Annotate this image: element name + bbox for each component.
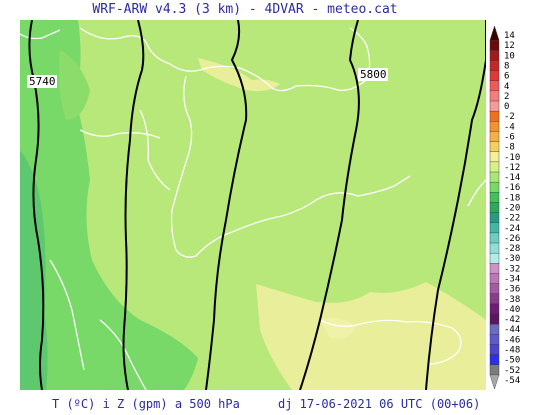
scale-swatch: [489, 252, 500, 264]
contour-label-5800: 5800: [360, 68, 387, 81]
scale-label: 2: [504, 92, 509, 102]
scale-label: 4: [504, 82, 509, 92]
scale-label: -36: [504, 285, 520, 295]
scale-label: -8: [504, 143, 515, 153]
scale-swatch: [489, 60, 500, 72]
scale-label: -52: [504, 366, 520, 376]
scale-label: -40: [504, 305, 520, 315]
contour-label-5740: 5740: [29, 75, 56, 88]
scale-swatch: [489, 364, 500, 376]
scale-label: -4: [504, 122, 515, 132]
contour-label-box-5800: [358, 68, 388, 81]
scale-label: -42: [504, 315, 520, 325]
scale-swatch: [489, 100, 500, 112]
scale-swatch: [489, 50, 500, 62]
warm-zone-south: [256, 282, 486, 390]
scale-label: -28: [504, 244, 520, 254]
scale-swatch: [489, 181, 500, 193]
scale-swatch: [489, 232, 500, 244]
scale-label: -44: [504, 325, 520, 335]
scale-swatch: [489, 374, 500, 389]
scale-swatch: [489, 222, 500, 234]
scale-swatch: [489, 202, 500, 214]
scale-swatch: [489, 161, 500, 173]
scale-label: -48: [504, 346, 520, 356]
scale-swatch: [489, 70, 500, 82]
scale-label: -30: [504, 254, 520, 264]
scale-label: -24: [504, 224, 520, 234]
scale-swatch: [489, 25, 500, 41]
scale-swatch: [489, 263, 500, 275]
scale-swatch: [489, 141, 500, 153]
scale-label: -6: [504, 133, 515, 143]
scale-swatch: [489, 354, 500, 366]
coldest-zone-west: [20, 150, 48, 390]
scale-swatch: [489, 313, 500, 325]
footer-date-label: dj 17-06-2021 06 UTC (00+06): [278, 397, 481, 411]
scale-swatch: [489, 242, 500, 254]
scale-swatch: [489, 303, 500, 315]
scale-label: -32: [504, 264, 520, 274]
scale-label: -16: [504, 183, 520, 193]
scale-swatch: [489, 212, 500, 224]
footer-variable-label: T (ºC) i Z (gpm) a 500 hPa: [52, 397, 240, 411]
scale-swatch: [489, 39, 500, 51]
cold-patch-upper: [58, 50, 90, 120]
scale-label: -50: [504, 356, 520, 366]
scale-swatch: [489, 273, 500, 285]
contour-label-box-5740: [27, 75, 57, 88]
scale-swatch: [489, 334, 500, 346]
scale-swatch: [489, 283, 500, 295]
scale-swatch: [489, 344, 500, 356]
scale-label: 14: [504, 31, 515, 41]
scale-swatch: [489, 131, 500, 143]
scale-label: -54: [504, 376, 520, 386]
temperature-map[interactable]: 5740 5800: [20, 20, 486, 390]
scale-swatch: [489, 192, 500, 204]
scale-swatch: [489, 121, 500, 133]
scale-swatch: [489, 293, 500, 305]
scale-label: -2: [504, 112, 515, 122]
scale-label: 8: [504, 62, 509, 72]
scale-swatch: [489, 110, 500, 122]
scale-label: -26: [504, 234, 520, 244]
scale-label: -10: [504, 153, 520, 163]
scale-label: -22: [504, 214, 520, 224]
map-title: WRF-ARW v4.3 (3 km) - 4DVAR - meteo.cat: [92, 2, 398, 17]
scale-label: -38: [504, 295, 520, 305]
scale-label: 0: [504, 102, 509, 112]
scale-label: -20: [504, 204, 520, 214]
color-scale: 14121086420-2-4-6-8-10-12-14-16-18-20-22…: [489, 25, 520, 389]
scale-swatch: [489, 171, 500, 183]
scale-label: -14: [504, 173, 520, 183]
scale-label: 12: [504, 41, 515, 51]
scale-swatch: [489, 323, 500, 335]
scale-label: -18: [504, 193, 520, 203]
height-isolines: [28, 20, 486, 390]
scale-label: -12: [504, 163, 520, 173]
scale-swatch: [489, 90, 500, 102]
scale-label: 10: [504, 51, 515, 61]
scale-label: -34: [504, 275, 520, 285]
scale-label: 6: [504, 72, 509, 82]
scale-swatch: [489, 151, 500, 163]
scale-swatch: [489, 80, 500, 92]
scale-label: -46: [504, 335, 520, 345]
